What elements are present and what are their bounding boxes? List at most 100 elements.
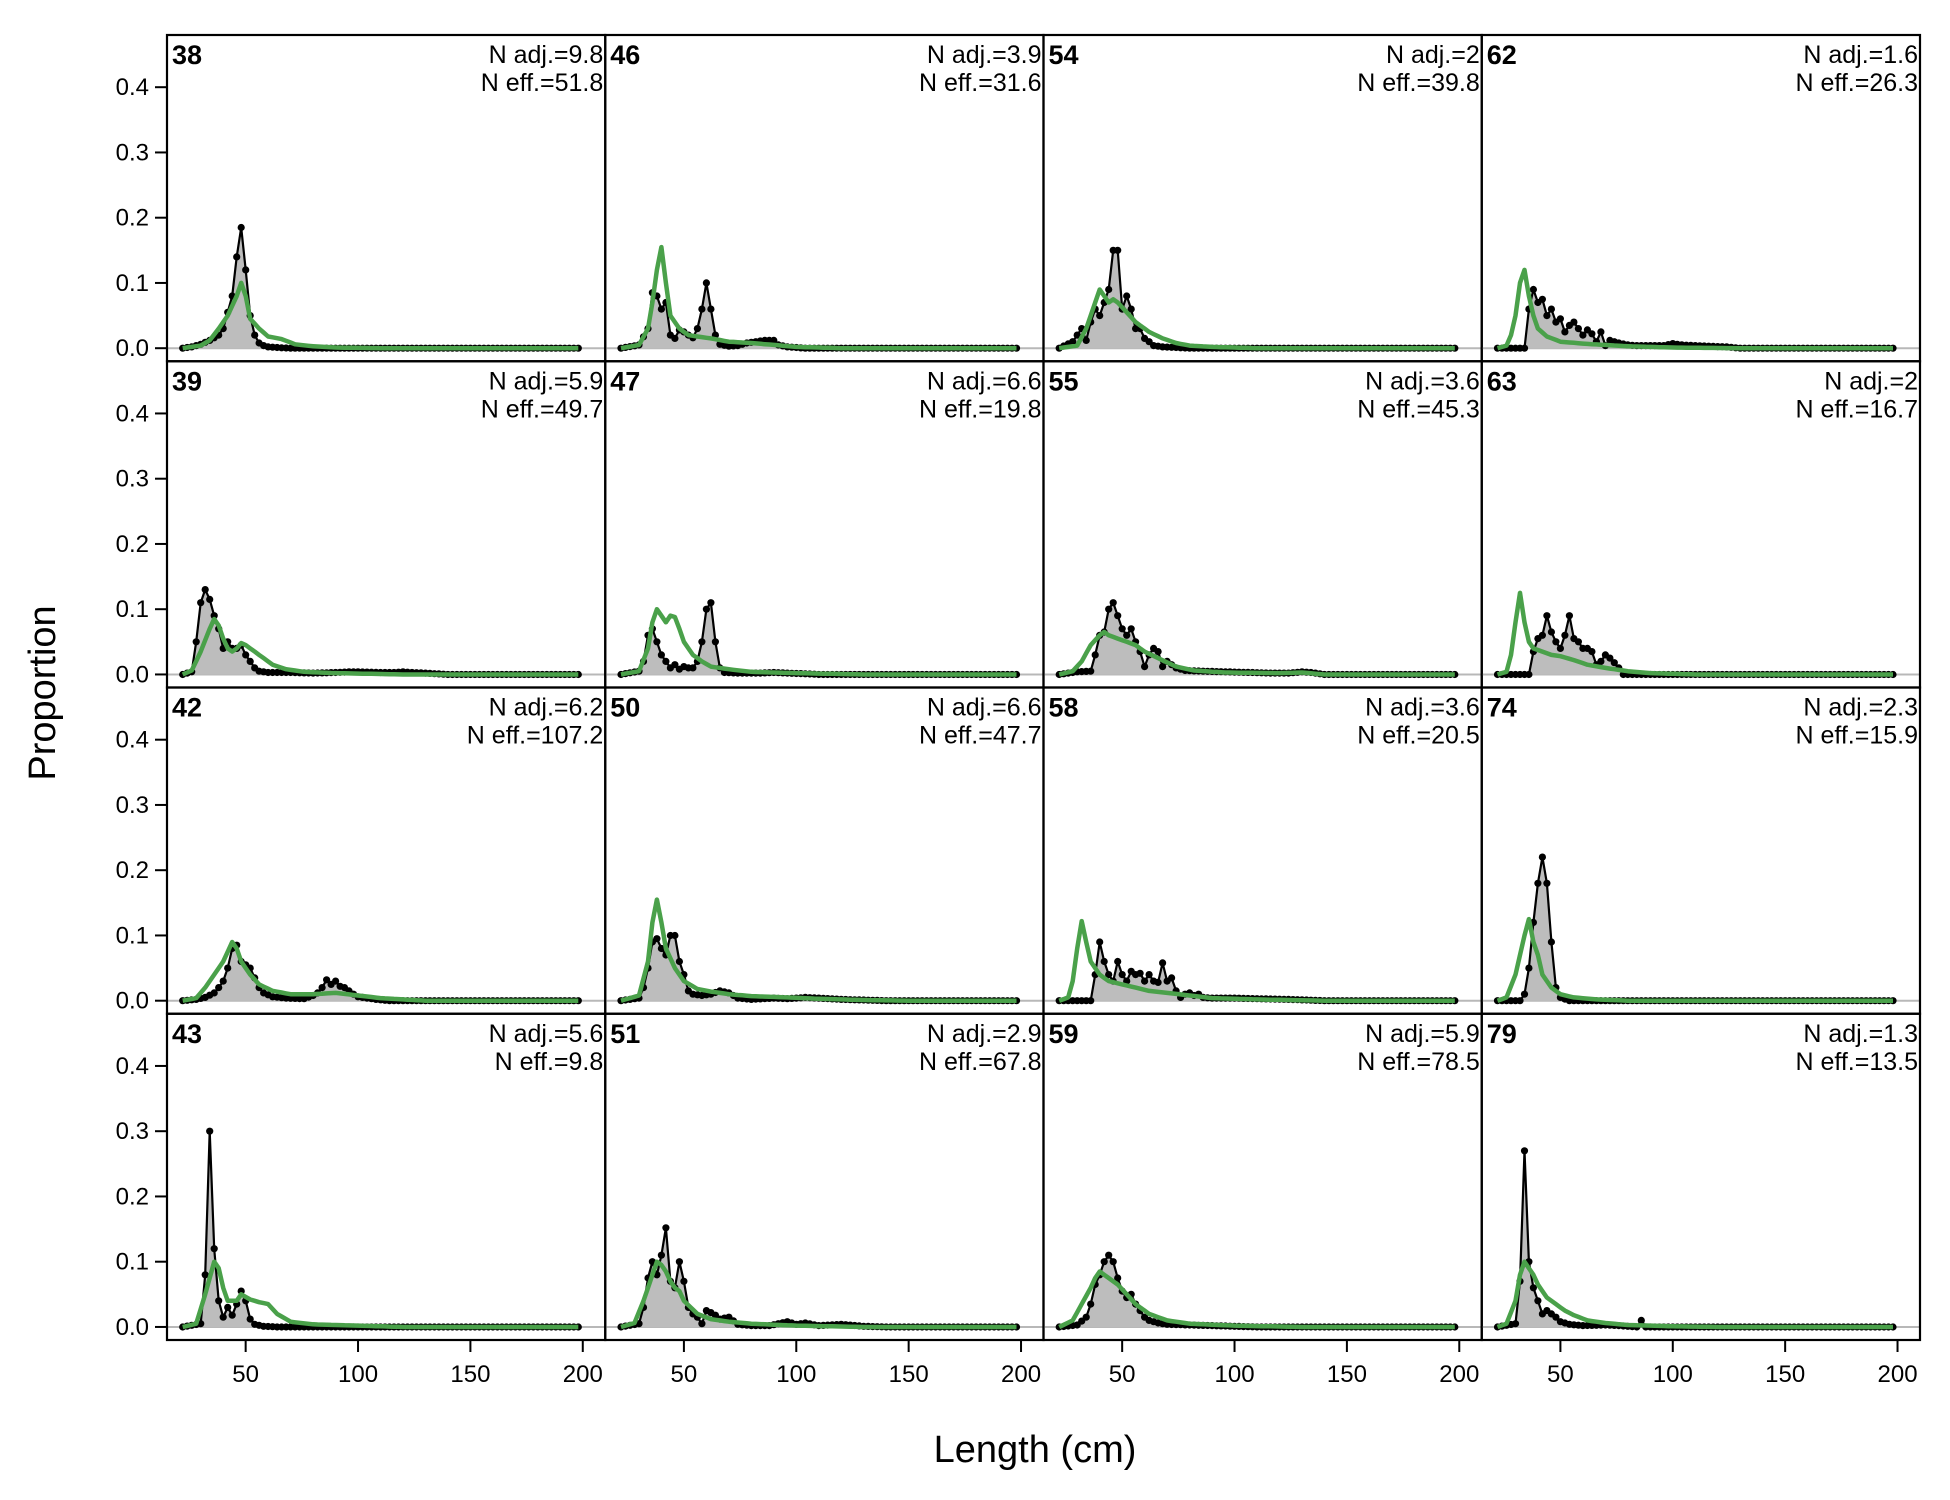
panel-label: 54 xyxy=(1049,40,1079,70)
observed-point xyxy=(224,1303,232,1311)
panel-label: 51 xyxy=(610,1019,640,1049)
x-tick-label: 100 xyxy=(1215,1361,1255,1388)
n-eff-label: N eff.=9.8 xyxy=(495,1048,604,1076)
y-tick-label: 0.1 xyxy=(116,270,149,297)
observed-point xyxy=(1127,305,1135,313)
observed-point xyxy=(770,336,778,344)
y-tick-label: 0.0 xyxy=(116,1314,149,1341)
observed-point xyxy=(1069,338,1077,346)
observed-point xyxy=(657,944,666,953)
observed-point xyxy=(1096,938,1104,946)
observed-point xyxy=(1118,625,1126,633)
x-tick-label: 200 xyxy=(1439,1361,1479,1388)
observed-point xyxy=(219,1313,227,1321)
observed-point xyxy=(215,984,223,992)
panel-label: 47 xyxy=(610,366,640,396)
x-tick-label: 50 xyxy=(1547,1361,1574,1388)
observed-point xyxy=(653,935,661,943)
n-eff-label: N eff.=16.7 xyxy=(1795,395,1918,423)
x-tick-label: 50 xyxy=(671,1361,698,1388)
n-eff-label: N eff.=20.5 xyxy=(1357,722,1480,750)
observed-point xyxy=(1091,651,1099,659)
observed-point xyxy=(1574,325,1582,333)
observed-point xyxy=(671,334,679,342)
observed-point xyxy=(1547,938,1555,946)
observed-area xyxy=(1497,857,1894,1001)
observed-point xyxy=(1520,1147,1529,1155)
n-adj-label: N adj.=6.2 xyxy=(489,694,604,722)
observed-point xyxy=(332,977,340,985)
n-eff-label: N eff.=31.6 xyxy=(919,69,1042,97)
observed-area xyxy=(620,1227,1017,1327)
observed-point xyxy=(662,1224,670,1232)
panel-47: 47 N adj.=6.6N eff.=19.8 xyxy=(604,360,1045,689)
panel-50: 50 N adj.=6.6N eff.=47.7 xyxy=(604,686,1045,1015)
observed-point xyxy=(662,657,670,666)
observed-point xyxy=(1561,631,1569,639)
observed-point xyxy=(1100,1258,1108,1266)
observed-point xyxy=(1588,330,1596,338)
observed-point xyxy=(1159,959,1167,967)
y-tick-label: 0.3 xyxy=(116,1118,149,1145)
panel-51: 51 N adj.=2.9N eff.=67.8 xyxy=(604,1012,1045,1342)
panel-62: 62 N adj.=1.6N eff.=26.3 xyxy=(1480,33,1922,363)
y-tick-label: 0.3 xyxy=(116,139,149,166)
n-eff-label: N eff.=67.8 xyxy=(919,1048,1042,1076)
panel-42: 42 N adj.=6.2N eff.=107.2 xyxy=(165,686,607,1015)
observed-point xyxy=(1105,605,1113,613)
observed-point xyxy=(698,638,706,646)
observed-point xyxy=(1556,644,1564,653)
panel-frame xyxy=(1480,1012,1922,1342)
panel-label: 42 xyxy=(172,693,202,723)
observed-point xyxy=(1525,670,1533,679)
observed-point xyxy=(1538,631,1546,639)
n-eff-label: N eff.=15.9 xyxy=(1795,722,1918,750)
observed-point xyxy=(246,1315,254,1323)
y-tick-label: 0.2 xyxy=(116,205,149,232)
panel-label: 63 xyxy=(1487,366,1517,396)
observed-point xyxy=(318,984,326,992)
n-adj-label: N adj.=6.6 xyxy=(927,694,1042,722)
observed-point xyxy=(1574,638,1582,646)
observed-line xyxy=(620,599,1017,676)
observed-point xyxy=(1511,1320,1520,1328)
observed-point xyxy=(206,595,214,604)
observed-point xyxy=(1637,1316,1645,1324)
panel-label: 59 xyxy=(1049,1019,1079,1049)
observed-point xyxy=(1145,971,1153,979)
observed-point xyxy=(1114,246,1122,254)
observed-point xyxy=(1087,997,1095,1005)
x-tick-label: 200 xyxy=(1878,1361,1918,1388)
observed-area xyxy=(620,282,1017,349)
observed-point xyxy=(210,1245,218,1253)
observed-point xyxy=(693,325,702,333)
expected-line xyxy=(182,939,579,1003)
panel-label: 58 xyxy=(1049,693,1079,723)
observed-point xyxy=(192,638,200,646)
axes: 0.0 0.1 0.2 0.3 0.4 0.0 0.1 0.2 0.3 0.4 0.0 0.1 0.2 0… xyxy=(116,74,1918,1388)
n-eff-label: N eff.=45.3 xyxy=(1357,395,1480,423)
y-tick-label: 0.4 xyxy=(116,400,149,427)
observed-point xyxy=(1534,879,1542,887)
y-tick-label: 0.4 xyxy=(116,74,149,101)
observed-point xyxy=(707,599,715,607)
expected-line xyxy=(1496,1259,1893,1330)
n-eff-label: N eff.=107.2 xyxy=(467,722,603,750)
observed-point xyxy=(1525,964,1533,972)
observed-point xyxy=(228,1311,236,1319)
observed-point xyxy=(1073,331,1081,339)
n-adj-label: N adj.=1.6 xyxy=(1803,41,1918,69)
observed-point xyxy=(1597,328,1605,336)
panel-label: 55 xyxy=(1049,366,1079,396)
expected-line xyxy=(1058,287,1455,351)
n-eff-label: N eff.=78.5 xyxy=(1357,1048,1480,1076)
observed-point xyxy=(1154,978,1162,987)
observed-point xyxy=(1168,974,1176,982)
observed-point xyxy=(1543,312,1551,320)
y-tick-label: 0.2 xyxy=(116,1183,149,1210)
observed-point xyxy=(1159,663,1167,671)
y-tick-label: 0.0 xyxy=(116,988,149,1015)
expected-line xyxy=(620,606,1017,677)
expected-line xyxy=(620,1259,1017,1330)
